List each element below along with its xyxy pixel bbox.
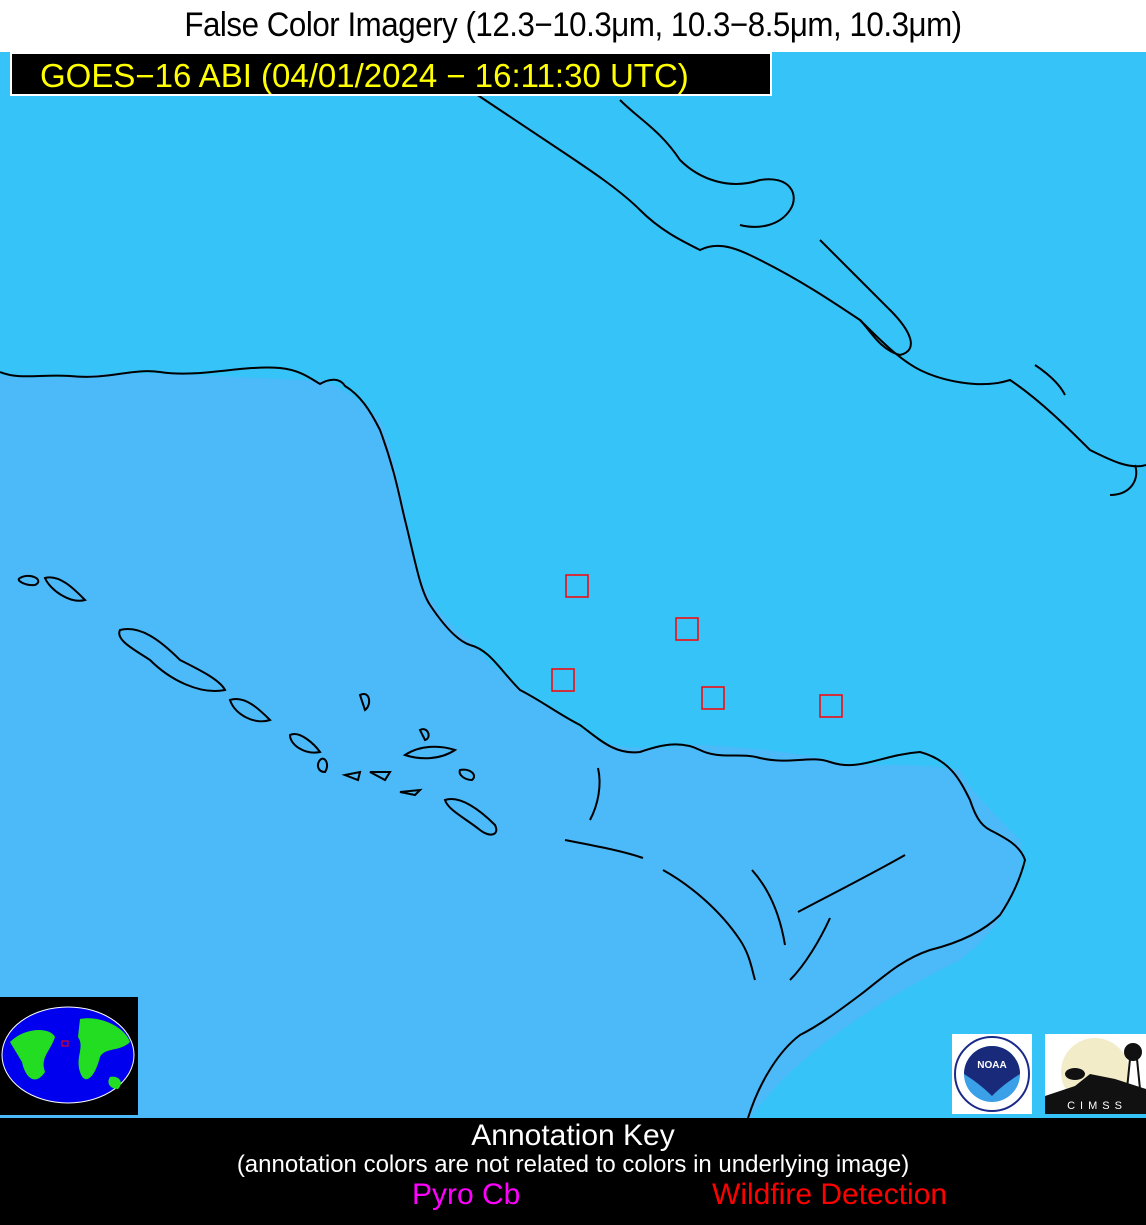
wildfire-detection-box bbox=[701, 686, 725, 710]
cimss-logo: CIMSS bbox=[1045, 1034, 1146, 1114]
satellite-subtitle: GOES−16 ABI (04/01/2024 − 16:11:30 UTC) bbox=[10, 52, 772, 96]
annotation-key: Annotation Key (annotation colors are no… bbox=[0, 1118, 1146, 1225]
satellite-map bbox=[0, 52, 1146, 1118]
land-mass bbox=[0, 52, 1146, 1118]
wildfire-detection-box bbox=[551, 668, 575, 692]
wildfire-detections bbox=[551, 574, 843, 718]
noaa-logo-text: NOAA bbox=[977, 1060, 1006, 1071]
wildfire-detection-box bbox=[675, 617, 699, 641]
image-title: False Color Imagery (12.3−10.3μm, 10.3−8… bbox=[184, 6, 962, 44]
legend-wildfire-detection: Wildfire Detection bbox=[712, 1178, 948, 1211]
noaa-logo: NOAA bbox=[952, 1034, 1032, 1114]
cimss-emblem-icon: CIMSS bbox=[1045, 1038, 1146, 1114]
annotation-key-note: (annotation colors are not related to co… bbox=[236, 1151, 910, 1178]
cimss-logo-text: CIMSS bbox=[1067, 1100, 1127, 1112]
coastlines bbox=[0, 89, 1146, 1118]
legend-pyro-cb: Pyro Cb bbox=[412, 1178, 521, 1211]
annotation-key-title: Annotation Key bbox=[471, 1119, 675, 1152]
wildfire-detection-box bbox=[819, 694, 843, 718]
wildfire-detection-box bbox=[565, 574, 589, 598]
noaa-seal-icon: NOAA bbox=[954, 1036, 1030, 1112]
globe-inset bbox=[0, 997, 138, 1115]
globe-icon bbox=[1, 1006, 135, 1104]
map-layer bbox=[0, 52, 1146, 1118]
